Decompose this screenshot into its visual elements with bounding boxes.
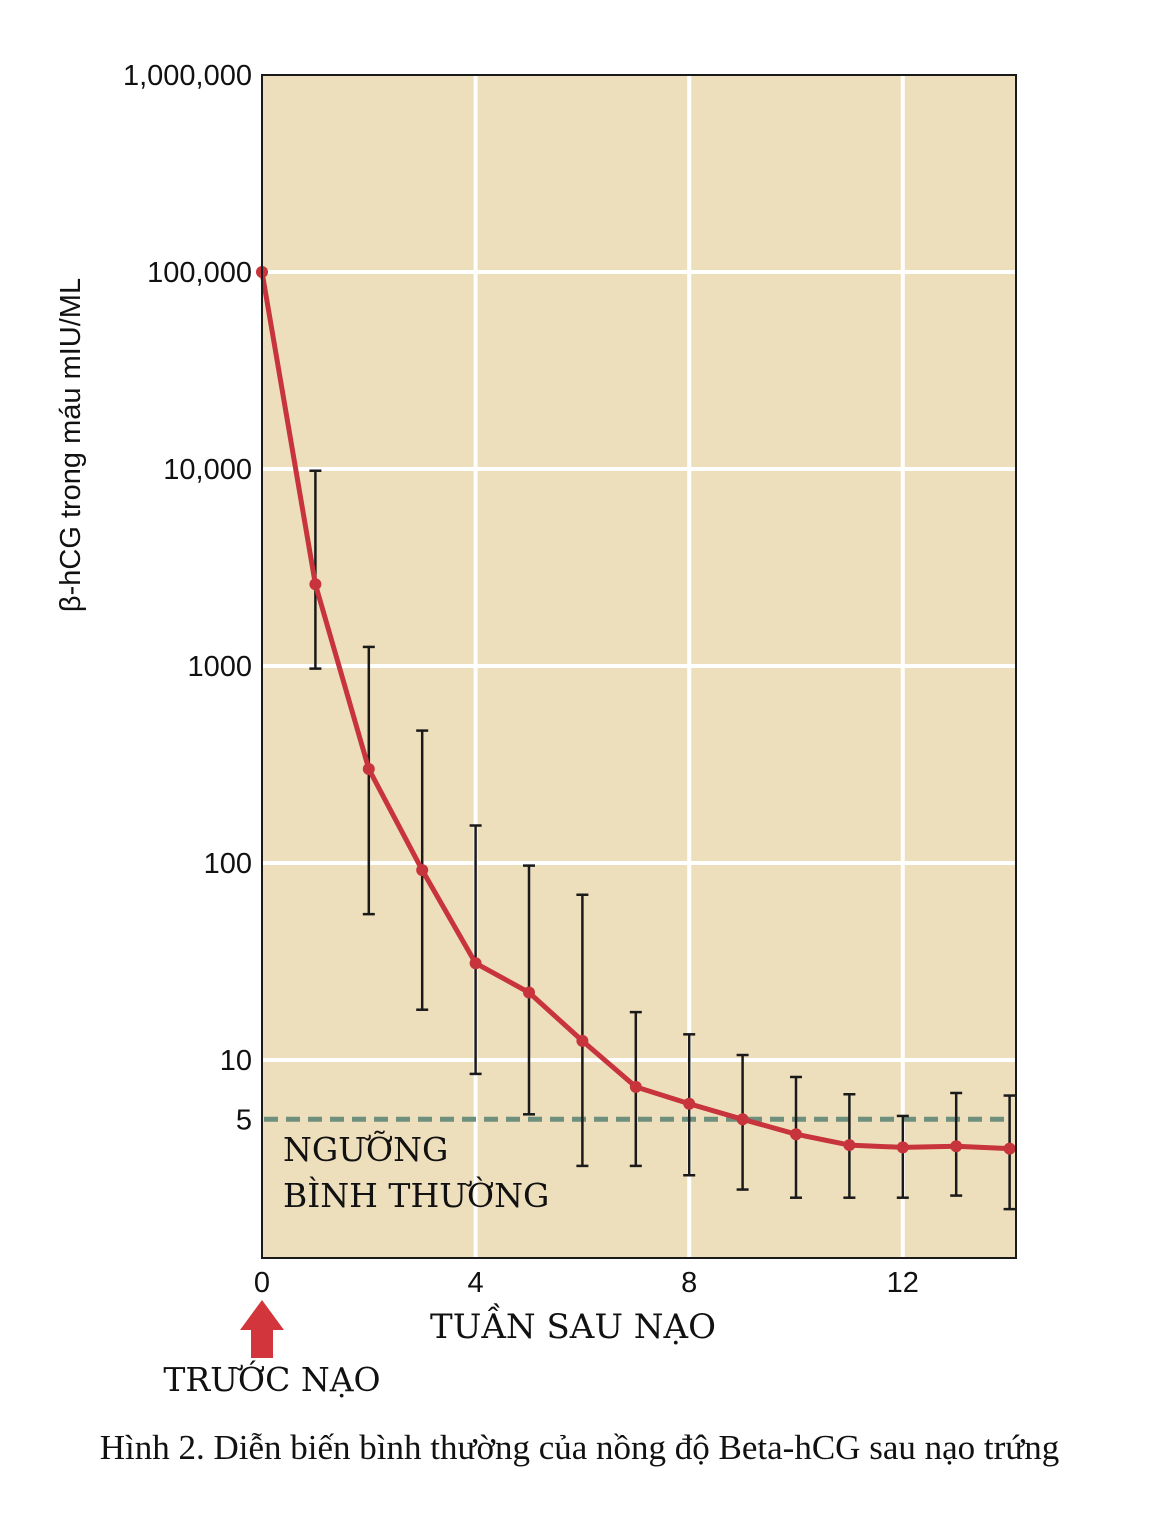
y-tick-label: 10,000 bbox=[163, 454, 252, 486]
y-tick-label: 100,000 bbox=[147, 257, 252, 289]
marker-label: TRƯỚC NẠO bbox=[163, 1359, 380, 1399]
beta-hcg-chart: 1,000,000 100,000 10,000 1000 100 10 5 0 4 8 12 β… bbox=[55, 60, 1017, 1399]
data-point bbox=[1003, 1142, 1016, 1155]
plot-frame bbox=[261, 74, 1017, 1259]
data-point bbox=[522, 986, 535, 999]
x-tick-label: 0 bbox=[254, 1267, 270, 1299]
x-tick-label: 8 bbox=[681, 1267, 697, 1299]
data-point bbox=[416, 864, 429, 877]
y-tick-label: 10 bbox=[220, 1045, 252, 1077]
data-point bbox=[362, 763, 375, 776]
y-tick-label: 1000 bbox=[187, 651, 252, 683]
data-point bbox=[843, 1139, 856, 1152]
data-point bbox=[950, 1140, 963, 1153]
y-axis-label: β-hCG trong máu mIU/ML bbox=[55, 278, 87, 612]
arrow-up-icon bbox=[240, 1300, 284, 1358]
y-tick-label: 5 bbox=[236, 1104, 252, 1136]
data-point bbox=[576, 1034, 589, 1047]
data-point bbox=[469, 957, 482, 970]
x-tick-label: 12 bbox=[887, 1267, 919, 1299]
x-tick-labels: 0 4 8 12 bbox=[254, 1267, 919, 1299]
data-points bbox=[256, 266, 1016, 1155]
figure-caption: Hình 2. Diễn biến bình thường của nồng đ… bbox=[99, 1428, 1060, 1467]
threshold-label-line2: BÌNH THƯỜNG bbox=[283, 1175, 549, 1215]
threshold-label-line1: NGƯỠNG bbox=[283, 1129, 448, 1169]
y-tick-labels: 1,000,000 100,000 10,000 1000 100 10 5 bbox=[123, 60, 252, 1136]
data-point bbox=[683, 1097, 696, 1110]
y-tick-label: 1,000,000 bbox=[123, 60, 252, 92]
y-tick-label: 100 bbox=[204, 848, 252, 880]
x-axis-label: TUẦN SAU NẠO bbox=[430, 1303, 716, 1347]
data-point bbox=[309, 578, 322, 591]
data-point bbox=[736, 1113, 749, 1126]
data-point bbox=[789, 1128, 802, 1141]
data-point bbox=[629, 1080, 642, 1093]
x-tick-label: 4 bbox=[468, 1267, 484, 1299]
data-point bbox=[896, 1141, 909, 1154]
